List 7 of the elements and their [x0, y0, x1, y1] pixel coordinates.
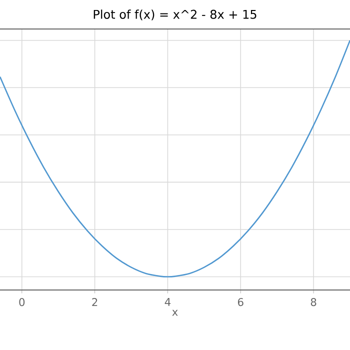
x-tick-label: 8 [310, 298, 316, 306]
x-tick-label: 4 [164, 298, 171, 306]
x-tick-label: 2 [92, 298, 98, 306]
chart-title: Plot of f(x) = x^2 - 8x + 15 [94, 10, 256, 20]
x-axis-title: x [172, 310, 178, 316]
x-tick-label: 0 [19, 298, 25, 306]
x-tick-label: 6 [238, 298, 244, 306]
